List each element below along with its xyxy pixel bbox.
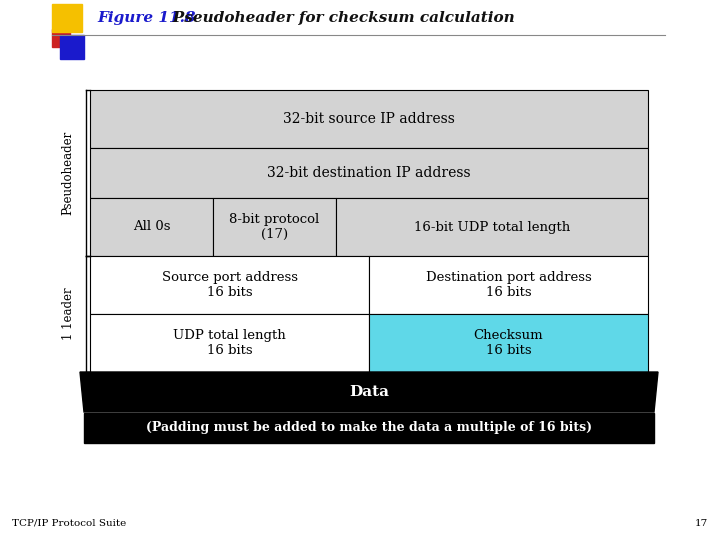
- Text: Figure 11.8: Figure 11.8: [97, 11, 196, 25]
- Bar: [90, 148, 648, 198]
- Bar: [369, 256, 648, 314]
- Text: Pseudoheader: Pseudoheader: [61, 131, 74, 215]
- Text: TCP/IP Protocol Suite: TCP/IP Protocol Suite: [12, 519, 126, 528]
- Bar: [369, 314, 648, 372]
- Text: Pseudoheader for checksum calculation: Pseudoheader for checksum calculation: [157, 11, 515, 25]
- Text: Checksum
16 bits: Checksum 16 bits: [474, 329, 544, 357]
- Text: Destination port address
16 bits: Destination port address 16 bits: [426, 271, 591, 299]
- Bar: [52, 4, 82, 32]
- Text: Source port address
16 bits: Source port address 16 bits: [161, 271, 297, 299]
- Text: 16-bit UDP total length: 16-bit UDP total length: [413, 220, 570, 233]
- Bar: [336, 198, 648, 256]
- Text: Data: Data: [349, 385, 389, 399]
- Text: 17: 17: [695, 519, 708, 528]
- Bar: [90, 314, 369, 372]
- Polygon shape: [80, 372, 658, 412]
- Bar: [52, 29, 70, 47]
- Text: All 0s: All 0s: [132, 220, 170, 233]
- Bar: [90, 198, 213, 256]
- Text: 32-bit destination IP address: 32-bit destination IP address: [267, 166, 471, 180]
- Text: 8-bit protocol
(17): 8-bit protocol (17): [229, 213, 319, 241]
- Bar: [84, 413, 654, 443]
- Text: UDP total length
16 bits: UDP total length 16 bits: [173, 329, 286, 357]
- Bar: [90, 90, 648, 148]
- Text: (Padding must be added to make the data a multiple of 16 bits): (Padding must be added to make the data …: [146, 422, 592, 435]
- Bar: [60, 35, 84, 59]
- Bar: [213, 198, 336, 256]
- Text: 1 1eader: 1 1eader: [61, 288, 74, 340]
- Bar: [90, 256, 369, 314]
- Text: 32-bit source IP address: 32-bit source IP address: [283, 112, 455, 126]
